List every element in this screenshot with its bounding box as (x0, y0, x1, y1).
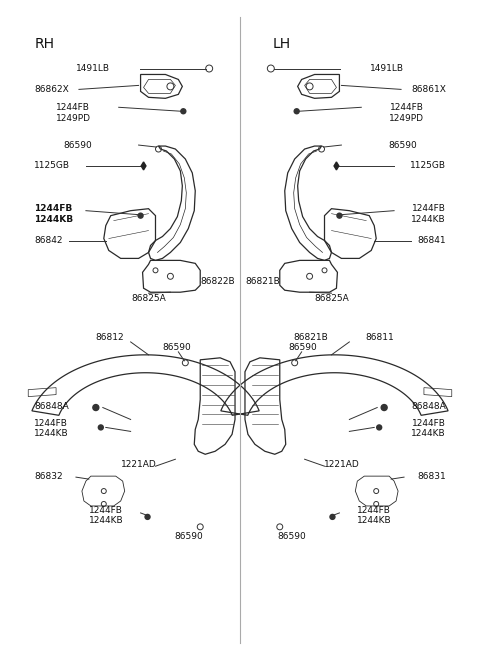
Text: 1491LB: 1491LB (76, 64, 110, 73)
Text: 1221AD: 1221AD (120, 460, 156, 469)
Text: 86590: 86590 (63, 141, 92, 149)
Circle shape (330, 514, 335, 519)
Text: 86811: 86811 (365, 333, 394, 343)
Circle shape (294, 109, 299, 114)
Text: 86821B: 86821B (294, 333, 328, 343)
Circle shape (98, 425, 103, 430)
Text: 1244FB: 1244FB (390, 103, 424, 112)
Text: 1244FB: 1244FB (34, 419, 68, 428)
Text: 86841: 86841 (417, 236, 446, 245)
Circle shape (181, 109, 186, 114)
Text: 1244KB: 1244KB (34, 429, 69, 438)
Text: 86590: 86590 (174, 533, 203, 541)
Text: 1249PD: 1249PD (56, 114, 91, 122)
Text: 86812: 86812 (96, 333, 124, 343)
Text: 1244KB: 1244KB (357, 516, 391, 525)
Circle shape (145, 514, 150, 519)
Text: 1244KB: 1244KB (411, 429, 446, 438)
Text: 86590: 86590 (289, 343, 318, 352)
Text: 1244FB: 1244FB (412, 419, 446, 428)
Text: 86590: 86590 (388, 141, 417, 149)
Polygon shape (141, 162, 146, 170)
Text: LH: LH (273, 37, 291, 50)
Text: 1244KB: 1244KB (89, 516, 123, 525)
Text: 86590: 86590 (162, 343, 191, 352)
Text: 1244FB: 1244FB (357, 506, 391, 515)
Text: 86862X: 86862X (34, 85, 69, 94)
Circle shape (381, 405, 387, 411)
Circle shape (138, 213, 143, 218)
Text: 86590: 86590 (277, 533, 306, 541)
Text: 86825A: 86825A (131, 293, 166, 303)
Text: 1244FB: 1244FB (412, 204, 446, 213)
Text: 1221AD: 1221AD (324, 460, 360, 469)
Text: 1125GB: 1125GB (410, 161, 446, 170)
Text: 1249PD: 1249PD (389, 114, 424, 122)
Circle shape (337, 213, 342, 218)
Text: 1125GB: 1125GB (34, 161, 70, 170)
Text: 86821B: 86821B (245, 277, 280, 286)
Circle shape (93, 405, 99, 411)
Text: 86832: 86832 (34, 472, 63, 481)
Polygon shape (334, 162, 339, 170)
Text: 1244FB: 1244FB (89, 506, 123, 515)
Text: 1244KB: 1244KB (411, 215, 446, 224)
Text: 86842: 86842 (34, 236, 63, 245)
Text: 1244FB: 1244FB (34, 204, 72, 213)
Text: 86848A: 86848A (411, 402, 446, 411)
Text: 86822B: 86822B (200, 277, 235, 286)
Text: 86848A: 86848A (34, 402, 69, 411)
Text: 86831: 86831 (417, 472, 446, 481)
Text: RH: RH (34, 37, 54, 50)
Text: 86825A: 86825A (314, 293, 349, 303)
Text: 1244FB: 1244FB (56, 103, 90, 112)
Text: 1244KB: 1244KB (34, 215, 73, 224)
Text: 1491LB: 1491LB (370, 64, 404, 73)
Circle shape (377, 425, 382, 430)
Text: 86861X: 86861X (411, 85, 446, 94)
